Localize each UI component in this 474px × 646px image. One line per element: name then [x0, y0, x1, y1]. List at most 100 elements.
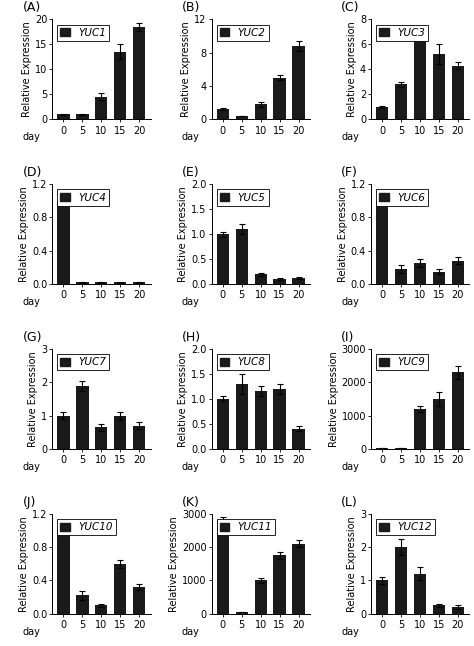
Bar: [57, 201, 70, 284]
Legend: YUC7: YUC7: [57, 354, 109, 370]
Bar: [395, 448, 407, 449]
Y-axis label: Relative Expression: Relative Expression: [179, 186, 189, 282]
Bar: [255, 274, 267, 284]
Legend: YUC4: YUC4: [57, 189, 109, 205]
Legend: YUC5: YUC5: [217, 189, 269, 205]
Bar: [255, 391, 267, 449]
Bar: [433, 399, 445, 449]
Bar: [376, 107, 388, 120]
Bar: [133, 27, 146, 120]
Bar: [395, 269, 407, 284]
Bar: [217, 109, 229, 120]
Bar: [255, 580, 267, 614]
Bar: [236, 229, 248, 284]
Bar: [414, 409, 426, 449]
Text: (D): (D): [23, 166, 42, 179]
Y-axis label: Relative Expression: Relative Expression: [347, 21, 357, 117]
Legend: YUC6: YUC6: [376, 189, 428, 205]
Bar: [376, 201, 388, 284]
Text: (F): (F): [341, 166, 358, 179]
Y-axis label: Relative Expression: Relative Expression: [28, 351, 38, 447]
Text: day: day: [23, 627, 40, 637]
Bar: [114, 564, 127, 614]
Bar: [292, 544, 305, 614]
Bar: [452, 66, 464, 120]
Bar: [433, 605, 445, 614]
Y-axis label: Relative Expression: Relative Expression: [328, 351, 338, 447]
Legend: YUC11: YUC11: [217, 519, 275, 536]
Bar: [414, 574, 426, 614]
Bar: [292, 278, 305, 284]
Bar: [273, 389, 286, 449]
Bar: [433, 54, 445, 120]
Text: (G): (G): [23, 331, 42, 344]
Y-axis label: Relative Expression: Relative Expression: [347, 516, 357, 612]
Bar: [452, 261, 464, 284]
Bar: [273, 78, 286, 120]
Bar: [76, 386, 89, 449]
Bar: [452, 607, 464, 614]
Text: day: day: [341, 462, 359, 472]
Bar: [57, 114, 70, 120]
Text: (J): (J): [23, 496, 36, 509]
Text: (A): (A): [23, 1, 41, 14]
Text: day: day: [341, 297, 359, 307]
Bar: [95, 282, 108, 284]
Legend: YUC12: YUC12: [376, 519, 435, 536]
Text: day: day: [182, 462, 200, 472]
Bar: [114, 282, 127, 284]
Bar: [217, 521, 229, 614]
Bar: [76, 282, 89, 284]
Text: day: day: [182, 627, 200, 637]
Bar: [95, 605, 108, 614]
Text: day: day: [182, 132, 200, 142]
Y-axis label: Relative Expression: Relative Expression: [22, 21, 32, 117]
Bar: [217, 399, 229, 449]
Text: (B): (B): [182, 1, 201, 14]
Bar: [95, 427, 108, 449]
Bar: [376, 580, 388, 614]
Bar: [217, 234, 229, 284]
Bar: [133, 587, 146, 614]
Y-axis label: Relative Expression: Relative Expression: [19, 186, 29, 282]
Bar: [57, 415, 70, 449]
Text: day: day: [23, 462, 40, 472]
Bar: [414, 32, 426, 120]
Y-axis label: Relative Expression: Relative Expression: [179, 351, 189, 447]
Text: (C): (C): [341, 1, 360, 14]
Bar: [395, 547, 407, 614]
Bar: [95, 97, 108, 120]
Text: (K): (K): [182, 496, 200, 509]
Bar: [452, 372, 464, 449]
Text: (L): (L): [341, 496, 358, 509]
Bar: [114, 52, 127, 120]
Text: (H): (H): [182, 331, 201, 344]
Bar: [76, 596, 89, 614]
Legend: YUC1: YUC1: [57, 25, 109, 41]
Bar: [292, 46, 305, 120]
Text: day: day: [23, 297, 40, 307]
Bar: [273, 279, 286, 284]
Bar: [114, 415, 127, 449]
Bar: [273, 556, 286, 614]
Text: day: day: [23, 132, 40, 142]
Bar: [414, 264, 426, 284]
Bar: [76, 114, 89, 120]
Legend: YUC8: YUC8: [217, 354, 269, 370]
Y-axis label: Relative Expression: Relative Expression: [169, 516, 179, 612]
Bar: [292, 429, 305, 449]
Y-axis label: Relative Expression: Relative Expression: [182, 21, 191, 117]
Legend: YUC9: YUC9: [376, 354, 428, 370]
Bar: [236, 384, 248, 449]
Bar: [395, 85, 407, 120]
Bar: [236, 612, 248, 614]
Text: day: day: [341, 627, 359, 637]
Y-axis label: Relative Expression: Relative Expression: [19, 516, 29, 612]
Text: (E): (E): [182, 166, 200, 179]
Legend: YUC10: YUC10: [57, 519, 116, 536]
Bar: [376, 448, 388, 449]
Bar: [57, 530, 70, 614]
Legend: YUC3: YUC3: [376, 25, 428, 41]
Bar: [236, 116, 248, 120]
Text: day: day: [341, 132, 359, 142]
